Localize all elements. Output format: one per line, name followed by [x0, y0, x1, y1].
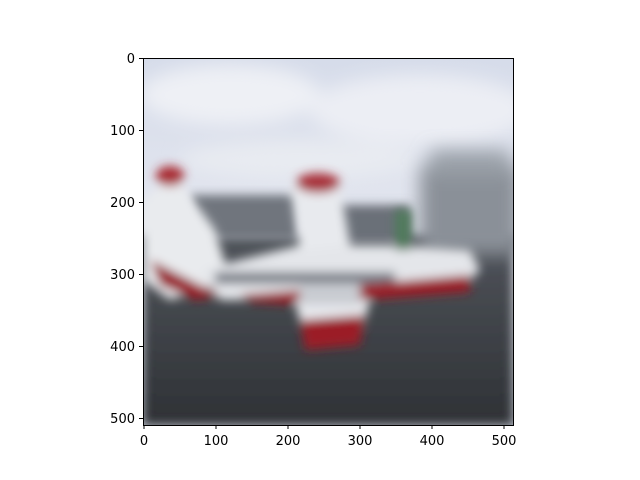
y-axis: 0 100 200 300 400 500	[110, 52, 143, 427]
x-tick-label: 500	[492, 434, 517, 449]
x-tick-label: 400	[420, 434, 445, 449]
x-axis: 0 100 200 300 400 500	[140, 425, 517, 449]
y-tick-label: 500	[110, 412, 135, 427]
x-tick-label: 300	[348, 434, 373, 449]
y-tick-label: 100	[110, 124, 135, 139]
x-tick-label: 200	[276, 434, 301, 449]
y-tick-label: 300	[110, 268, 135, 283]
x-tick-label: 0	[140, 434, 148, 449]
axes-frame	[143, 58, 514, 426]
photo-image	[143, 58, 513, 425]
y-tick-label: 400	[110, 340, 135, 355]
y-tick-label: 0	[127, 52, 135, 67]
y-tick-label: 200	[110, 196, 135, 211]
x-tick-label: 100	[204, 434, 229, 449]
